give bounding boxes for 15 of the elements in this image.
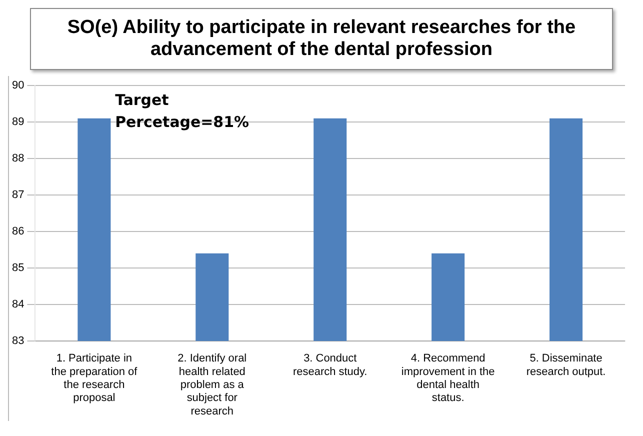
chart-title: SO(e) Ability to participate in relevant researches for the advancement of the dental profession <box>30 8 613 70</box>
y-tick-label: 83 <box>12 335 24 348</box>
x-tick-label: 4. Recommend improvement in the dental health status. <box>401 352 495 404</box>
x-tick-label: 5. Disseminate research output. <box>526 352 606 378</box>
y-tick-label: 88 <box>12 152 24 165</box>
x-tick-label: 1. Participate in the preparation of the research proposal <box>51 352 138 404</box>
x-tick-label: 3. Conduct research study. <box>292 352 368 378</box>
y-tick-label: 90 <box>12 80 24 92</box>
y-tick-label: 84 <box>12 298 24 311</box>
y-tick-label: 86 <box>12 226 24 238</box>
y-tick-label: 87 <box>12 189 24 202</box>
y-tick-label: 85 <box>12 262 24 274</box>
y-tick-label: 89 <box>12 116 24 128</box>
x-tick-label: 2. Identify oral health related problem as a subject for research <box>178 352 247 418</box>
annotation: Target Percetage=81% <box>115 90 249 131</box>
